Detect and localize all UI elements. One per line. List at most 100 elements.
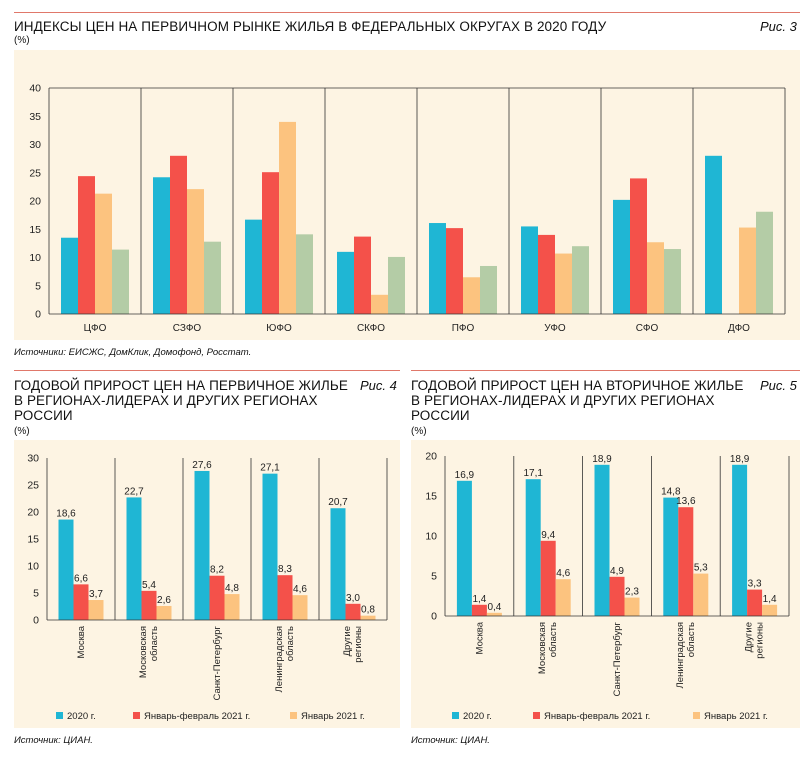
fig4-bar: [345, 603, 361, 620]
fig4-x-tick-label: Другиерегионы: [342, 626, 364, 663]
fig5-y-tick-label: 20: [425, 451, 437, 463]
fig3-bar-series-3: [279, 121, 296, 315]
fig3-bar-series-4: [572, 246, 589, 314]
fig5-data-label: 2,3: [625, 587, 639, 598]
fig4-legend-swatch: [133, 712, 140, 719]
fig5-bar: [732, 464, 748, 616]
fig3-x-tick-label: ЮФО: [266, 323, 292, 334]
fig4-bar: [156, 605, 172, 620]
fig3-bar-series-2: [78, 176, 95, 314]
fig5-legend-label: Январь-февраль 2021 г.: [544, 711, 650, 722]
fig5-legend-label: 2020 г.: [463, 711, 492, 722]
fig5-x-tick-label: Москва: [474, 621, 485, 654]
fig4-data-label: 5,4: [142, 580, 156, 591]
fig4-bar: [141, 590, 157, 620]
fig4-legend-label: Январь-февраль 2021 г.: [144, 711, 250, 722]
fig4-data-label: 27,6: [192, 460, 212, 471]
fig4-legend-swatch: [290, 712, 297, 719]
fig5-bar: [594, 464, 610, 616]
fig5-y-tick-label: 0: [431, 611, 437, 623]
fig4-y-tick-label: 0: [33, 615, 39, 627]
fig4-bar: [58, 519, 74, 620]
fig5-y-tick-label: 15: [425, 491, 437, 503]
fig5-unit: (%): [411, 426, 427, 437]
fig4-title-line-1: ГОДОВОЙ ПРИРОСТ ЦЕН НА ПЕРВИЧНОЕ ЖИЛЬЕ: [14, 378, 348, 393]
fig5-data-label: 9,4: [541, 530, 555, 541]
fig3-x-tick-label: ЦФО: [84, 323, 107, 334]
fig3-unit: (%): [14, 35, 30, 46]
fig5-label: Рис. 5: [760, 378, 797, 393]
fig5-y-tick-label: 10: [425, 531, 437, 543]
fig3-bar-series-2: [538, 234, 555, 314]
fig4-y-tick-label: 15: [27, 534, 39, 546]
fig4-x-tick-label: Московскаяобласть: [138, 626, 160, 678]
fig3-bar-series-1: [245, 219, 262, 314]
fig3-y-tick-label: 5: [35, 280, 41, 292]
fig5-x-tick-label: Московскаяобласть: [537, 622, 559, 674]
fig4-data-label: 8,2: [210, 565, 224, 576]
fig5-data-label: 14,8: [661, 487, 681, 498]
fig5-title: ГОДОВОЙ ПРИРОСТ ЦЕН НА ВТОРИЧНОЕ ЖИЛЬЕ В…: [411, 378, 751, 423]
fig3-bar-series-1: [61, 237, 78, 314]
fig3-bar-series-4: [388, 256, 405, 314]
fig4-data-label: 2,6: [157, 595, 171, 606]
fig3-bar-series-2: [630, 178, 647, 314]
fig5-data-label: 13,6: [676, 496, 696, 507]
fig4-title-line-3: РОССИИ: [14, 408, 73, 423]
fig5-data-label: 1,4: [763, 594, 777, 605]
fig3-y-tick-label: 25: [29, 167, 41, 179]
fig5-data-label: 17,1: [523, 468, 543, 479]
fig3-x-tick-label: СКФО: [357, 323, 385, 334]
fig5-data-label: 18,9: [730, 454, 750, 465]
fig3-title: ИНДЕКСЫ ЦЕН НА ПЕРВИЧНОМ РЫНКЕ ЖИЛЬЯ В Ф…: [14, 19, 607, 34]
fig3-bar-series-3: [371, 294, 388, 314]
fig5-y-tick-label: 5: [431, 571, 437, 583]
fig5-source: Источник: ЦИАН.: [411, 735, 490, 746]
fig5-bar: [678, 507, 694, 616]
fig3-y-tick-label: 30: [29, 139, 41, 151]
fig5-bar: [555, 579, 571, 616]
fig5-title-line-3: РОССИИ: [411, 408, 470, 423]
fig5-x-tick-label: Ленинградскаяобласть: [675, 622, 697, 688]
fig5-bar: [486, 612, 502, 616]
fig3-bar-series-2: [170, 155, 187, 314]
fig4-bar: [126, 497, 142, 620]
fig4-source: Источник: ЦИАН.: [14, 735, 93, 746]
fig3-bar-series-4: [112, 249, 129, 314]
fig4-bar: [360, 615, 376, 620]
fig5-legend-swatch: [452, 712, 459, 719]
fig3-bar-series-1: [337, 251, 354, 314]
fig3-source: Источники: ЕИСЖС, ДомКлик, Домофонд, Рос…: [14, 347, 252, 358]
fig3-y-tick-label: 10: [29, 252, 41, 264]
fig5-bar: [609, 576, 625, 616]
fig3-bar-series-2: [446, 228, 463, 314]
fig5-data-label: 4,9: [610, 566, 624, 577]
fig3-x-tick-label: УФО: [544, 323, 566, 334]
fig5-legend-swatch: [693, 712, 700, 719]
fig3-bar-series-3: [555, 253, 572, 314]
fig3-bar-series-2: [354, 236, 371, 314]
fig3-bar-series-3: [739, 227, 756, 314]
fig3-bar-series-1: [705, 155, 722, 314]
fig4-legend-label: 2020 г.: [67, 711, 96, 722]
fig5-bar: [471, 604, 487, 616]
fig4-data-label: 4,8: [225, 583, 239, 594]
fig3-x-tick-label: ДФО: [728, 323, 750, 334]
fig3-y-tick-label: 35: [29, 111, 41, 123]
fig3-bar-series-3: [187, 189, 204, 314]
fig3-top-rule: [14, 12, 800, 13]
fig4-label: Рис. 4: [360, 378, 397, 393]
fig4-data-label: 8,3: [278, 564, 292, 575]
fig3-bar-series-3: [95, 193, 112, 314]
fig4-legend-label: Январь 2021 г.: [301, 711, 365, 722]
fig5-bar: [747, 589, 763, 616]
fig4-bar: [262, 473, 278, 620]
fig4-bar: [330, 508, 346, 620]
fig4-x-tick-label: Ленинградскаяобласть: [274, 626, 296, 692]
fig4-bar: [277, 575, 293, 620]
fig4-bar: [292, 595, 308, 620]
fig4-title: ГОДОВОЙ ПРИРОСТ ЦЕН НА ПЕРВИЧНОЕ ЖИЛЬЕ В…: [14, 378, 354, 423]
fig3-x-tick-label: СЗФО: [173, 323, 202, 334]
